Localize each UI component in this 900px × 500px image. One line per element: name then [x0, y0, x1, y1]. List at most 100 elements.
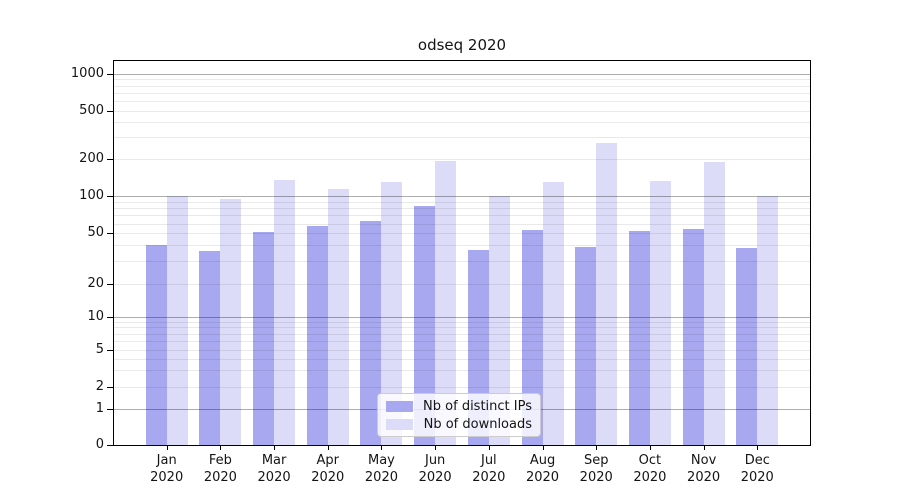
month-name: Nov: [690, 453, 717, 468]
bar-downloads-jun: [435, 160, 457, 445]
gridline: [114, 79, 810, 81]
gridline: [114, 122, 810, 124]
legend-swatch-ips: [386, 400, 413, 412]
month-name: Sep: [583, 453, 609, 468]
month-year: 2020: [525, 470, 560, 485]
x-tick-label-jun: Jun 2020: [407, 452, 463, 486]
month-year: 2020: [472, 470, 506, 485]
month-year: 2020: [740, 470, 774, 485]
x-tick-mark: [166, 446, 168, 450]
month-year: 2020: [687, 470, 721, 485]
bar-ips-nov: [682, 229, 704, 445]
month-year: 2020: [257, 470, 291, 485]
bar-downloads-feb: [220, 198, 242, 445]
bar-downloads-jan: [166, 196, 188, 445]
legend-label-ips: Nb of distinct IPs: [423, 398, 532, 414]
y-tick-mark: [107, 444, 113, 446]
gridline-major: [114, 73, 810, 75]
bar-ips-may: [360, 220, 382, 445]
y-tick-mark: [107, 73, 113, 75]
y-tick-mark: [107, 158, 113, 160]
gridline: [114, 110, 810, 112]
y-tick-label: 200: [79, 150, 104, 166]
gridline: [114, 158, 810, 160]
legend-item-downloads: Nb of downloads: [386, 416, 532, 432]
x-tick-label-sep: Sep 2020: [568, 452, 624, 486]
month-name: Jun: [424, 453, 446, 468]
gridline: [114, 85, 810, 87]
bar-ips-mar: [253, 232, 275, 445]
legend-item-ips: Nb of distinct IPs: [386, 398, 532, 414]
y-tick-label: 10: [87, 308, 104, 324]
month-year: 2020: [150, 470, 184, 485]
gridline: [114, 100, 810, 102]
x-tick-label-oct: Oct 2020: [622, 452, 678, 486]
legend: Nb of distinct IPs Nb of downloads: [377, 393, 541, 437]
month-name: Jul: [480, 453, 497, 468]
x-tick-label-feb: Feb 2020: [192, 452, 248, 486]
bar-downloads-jul: [488, 196, 510, 445]
y-tick-mark: [107, 316, 113, 318]
gridline: [114, 92, 810, 94]
month-name: Aug: [529, 453, 556, 468]
bar-ips-feb: [199, 251, 221, 445]
x-tick-mark: [757, 446, 759, 450]
legend-label-downloads: Nb of downloads: [423, 416, 532, 432]
y-tick-mark: [107, 408, 113, 410]
x-tick-label-aug: Aug 2020: [515, 452, 571, 486]
bar-downloads-aug: [542, 182, 564, 445]
bar-downloads-nov: [703, 162, 725, 445]
x-tick-mark: [327, 446, 329, 450]
x-tick-mark: [596, 446, 598, 450]
month-name: May: [368, 453, 395, 468]
bar-downloads-dec: [757, 196, 779, 445]
y-tick-mark: [107, 233, 113, 235]
bar-downloads-mar: [274, 180, 296, 445]
month-year: 2020: [418, 470, 452, 485]
y-tick-mark: [107, 349, 113, 351]
y-tick-label: 500: [79, 102, 104, 118]
x-tick-mark: [381, 446, 383, 450]
plot-area: [113, 60, 811, 446]
x-tick-mark: [542, 446, 544, 450]
y-tick-label: 100: [79, 188, 104, 204]
month-name: Jan: [156, 453, 177, 468]
y-tick-label: 50: [87, 225, 104, 241]
bar-ips-jun: [414, 205, 436, 445]
month-name: Mar: [261, 453, 287, 468]
y-tick-mark: [107, 196, 113, 198]
bar-downloads-oct: [649, 180, 671, 445]
y-tick-label: 0: [95, 436, 104, 452]
bar-ips-sep: [575, 246, 597, 445]
month-year: 2020: [311, 470, 345, 485]
bar-downloads-apr: [327, 188, 349, 445]
month-year: 2020: [579, 470, 613, 485]
month-year: 2020: [364, 470, 398, 485]
x-tick-label-jan: Jan 2020: [139, 452, 195, 486]
x-tick-label-apr: Apr 2020: [300, 452, 356, 486]
x-tick-mark: [435, 446, 437, 450]
month-year: 2020: [203, 470, 237, 485]
bar-ips-aug: [521, 230, 543, 445]
bar-ips-dec: [736, 248, 758, 445]
month-name: Oct: [638, 453, 662, 468]
y-tick-mark: [107, 110, 113, 112]
bar-ips-oct: [628, 231, 650, 445]
month-name: Apr: [316, 453, 340, 468]
x-tick-label-dec: Dec 2020: [729, 452, 785, 486]
x-tick-label-may: May 2020: [353, 452, 409, 486]
y-tick-label: 2: [95, 378, 104, 394]
bar-downloads-may: [381, 182, 403, 445]
x-tick-mark: [488, 446, 490, 450]
y-tick-label: 1: [95, 400, 104, 416]
legend-swatch-downloads: [386, 418, 413, 430]
bar-ips-jan: [145, 245, 167, 445]
month-name: Feb: [208, 453, 232, 468]
y-tick-mark: [107, 386, 113, 388]
x-tick-mark: [703, 446, 705, 450]
x-tick-label-nov: Nov 2020: [676, 452, 732, 486]
x-tick-mark: [649, 446, 651, 450]
bar-ips-apr: [306, 226, 328, 445]
month-year: 2020: [633, 470, 667, 485]
